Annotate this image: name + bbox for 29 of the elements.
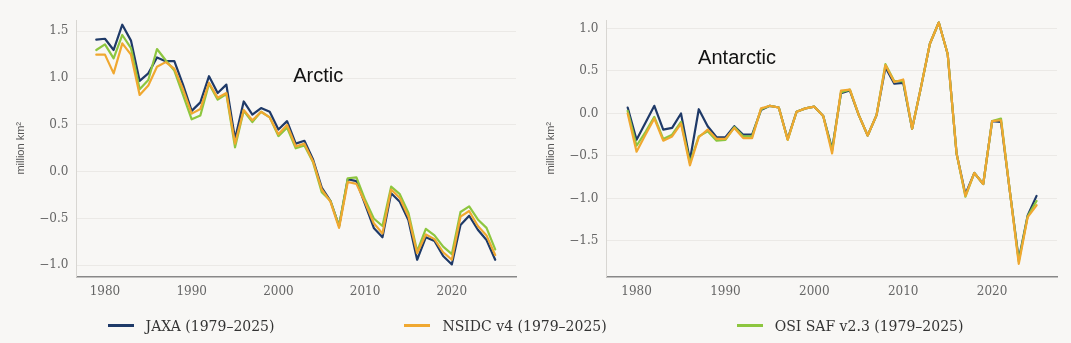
x-tick-label: 1990 <box>710 283 741 298</box>
legend-label: JAXA (1979–2025) <box>145 317 275 334</box>
y-tick-label: 0.5 <box>579 63 599 78</box>
y-tick-label: 1.5 <box>49 23 69 38</box>
x-tick-label: 2010 <box>887 283 919 298</box>
y-tick-label: 0.0 <box>49 163 69 178</box>
legend-label: OSI SAF v2.3 (1979–2025) <box>774 317 964 334</box>
y-tick-label: −0.5 <box>39 210 69 225</box>
x-tick-label: 2000 <box>799 283 830 298</box>
x-tick-label: 2020 <box>976 283 1008 298</box>
text: Antarctic <box>698 46 776 69</box>
y-tick-label: −1.0 <box>569 190 599 205</box>
y-tick-label: −1.5 <box>569 233 599 248</box>
y-tick-label: −1.0 <box>39 257 69 272</box>
x-tick-label: 1980 <box>89 283 121 298</box>
text: Arctic <box>293 63 344 86</box>
y-tick-label: 0.0 <box>579 105 599 120</box>
x-tick-label: 2000 <box>263 283 294 298</box>
y-tick-label: −0.5 <box>569 148 599 163</box>
y-tick-label: 1.0 <box>49 70 69 85</box>
legend-label: NSIDC v4 (1979–2025) <box>442 317 607 334</box>
y-tick-label: 0.5 <box>49 117 69 132</box>
y-tick-label: 1.0 <box>579 20 599 35</box>
x-tick-label: 2010 <box>349 283 381 298</box>
x-tick-label: 1990 <box>176 283 207 298</box>
x-tick-label: 1980 <box>621 283 652 298</box>
x-tick-label: 2020 <box>436 283 468 298</box>
y-axis-title: million km² <box>543 121 556 175</box>
y-axis-title: million km² <box>13 121 26 175</box>
